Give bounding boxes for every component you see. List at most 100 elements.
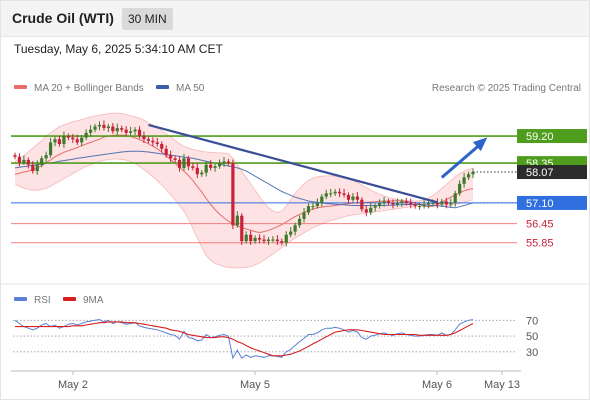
candle-body [137, 129, 142, 137]
candle [195, 163, 199, 179]
candle-body [409, 202, 413, 205]
timeframe-badge[interactable]: 30 MIN [122, 8, 173, 30]
candle [271, 236, 275, 243]
candle-body [431, 202, 435, 204]
candle-body [17, 156, 22, 163]
candle [253, 235, 257, 244]
candle [400, 198, 404, 207]
candle-body [173, 158, 177, 160]
candle [173, 155, 177, 163]
candle-body [200, 172, 204, 175]
candle [413, 201, 417, 209]
candle [449, 198, 453, 208]
candle [88, 125, 93, 137]
candle-body [84, 132, 88, 138]
candle-body [26, 159, 30, 165]
candle-body [133, 129, 137, 132]
candle [355, 192, 359, 204]
candle-body [257, 237, 262, 240]
candle-body [293, 225, 297, 232]
candle [338, 188, 342, 198]
candle [378, 199, 382, 209]
last-price-label: 58.07 [526, 167, 554, 179]
candle-body [142, 136, 146, 140]
ma20-line [14, 134, 474, 234]
candle-body [462, 177, 466, 184]
candle [373, 203, 377, 212]
candle-body [48, 142, 53, 156]
candle [466, 171, 471, 180]
last-price-tag [517, 165, 587, 180]
candle-body [418, 206, 422, 208]
candle-body [413, 204, 417, 207]
candle [324, 189, 328, 200]
level-label-59.20: 59.20 [526, 131, 554, 143]
rsi-tick-label: 30 [526, 347, 538, 359]
candle-body [289, 231, 293, 235]
candle [462, 172, 466, 188]
candle-body [453, 193, 457, 203]
candle-body [395, 202, 400, 205]
trend-line [148, 123, 438, 204]
candle-body [249, 234, 253, 242]
x-tick-label: May 5 [240, 379, 270, 391]
research-credit: Research © 2025 Trading Central [432, 83, 581, 94]
candle-body [182, 158, 186, 168]
candle-body [244, 234, 248, 242]
candle [231, 159, 235, 230]
candle [244, 231, 248, 244]
rsi-panel: 70 50 30 [13, 315, 538, 360]
candle [453, 190, 457, 207]
candle-body [151, 140, 155, 143]
candle [240, 213, 244, 245]
candle [146, 136, 150, 144]
level-tag-57.10 [517, 195, 587, 210]
candle [142, 131, 146, 144]
level-label-57.10: 57.10 [526, 198, 554, 210]
candle [26, 157, 30, 169]
candle [297, 215, 302, 228]
candle [346, 192, 351, 204]
candle-body [404, 201, 408, 203]
candle-body [31, 164, 35, 172]
level-tag-59.20 [517, 129, 587, 144]
ma50-line [14, 150, 474, 209]
candle [333, 189, 337, 196]
candle-body [329, 193, 333, 195]
x-tick-label: May 2 [58, 379, 88, 391]
candle [177, 156, 182, 172]
candle [458, 180, 462, 196]
candle [151, 137, 155, 147]
candle-body [71, 137, 75, 140]
candle-body [124, 129, 128, 133]
rsi-legend-label: RSI [34, 295, 51, 306]
candle [35, 160, 39, 175]
candle-body [106, 126, 110, 129]
candle-body [231, 163, 235, 226]
candle-body [280, 241, 284, 243]
candle-body [240, 215, 244, 242]
candle [440, 198, 444, 208]
candle [102, 120, 106, 131]
candle [213, 163, 217, 172]
candle [342, 188, 346, 198]
candle-body [235, 215, 239, 226]
candle [75, 134, 79, 145]
candle [444, 197, 448, 209]
candle [93, 123, 97, 133]
candle [293, 222, 297, 236]
candle [71, 134, 75, 144]
candle [306, 203, 311, 216]
candle [129, 126, 133, 136]
candle [133, 127, 137, 136]
candle [124, 126, 128, 137]
candle-body [115, 128, 119, 132]
candle [235, 211, 239, 228]
candle-body [364, 209, 368, 213]
candle [422, 200, 426, 209]
candle [106, 123, 110, 132]
candle [13, 152, 17, 160]
bollinger-lower-line [14, 158, 474, 269]
